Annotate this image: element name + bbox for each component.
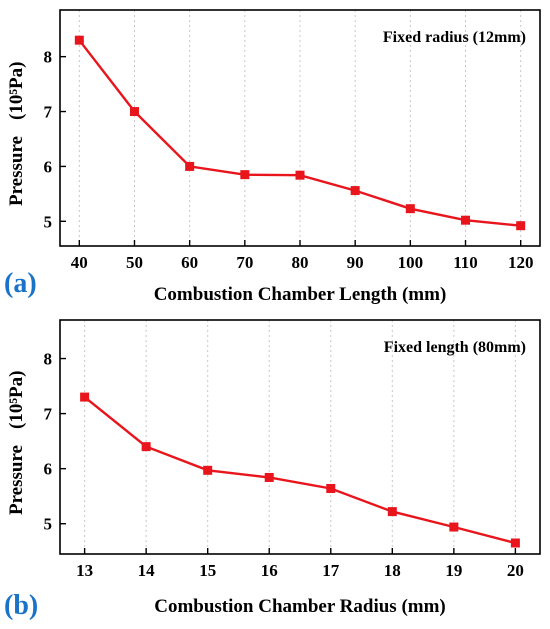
panel-b-label: (b) [4, 590, 38, 621]
panel-b-plot-frame [59, 319, 541, 555]
panel-a-y-axis-label: Pressure [6, 136, 27, 206]
panel-a-x-tick-label: 60 [181, 253, 198, 272]
panel-a-x-tick-label: 80 [292, 253, 309, 272]
panel-a-data-point [295, 170, 305, 180]
panel-a-data-point [240, 170, 250, 180]
panel-b-grid [84, 320, 516, 554]
panel-b: 13 14 15 16 17 18 19 20 5 6 7 8 Fixed length (80mm)… [4, 319, 541, 621]
panel-b-x-tick-label: 20 [507, 561, 524, 580]
panel-a-data-point [129, 107, 139, 117]
panel-b-y-tick-label: 8 [44, 350, 53, 369]
panel-a-y-tick-label: 7 [44, 103, 53, 122]
panel-a-data-point [74, 35, 84, 45]
panel-a-y-tick-label: 6 [44, 157, 53, 176]
panel-b-y-tick-label: 6 [44, 460, 53, 479]
panel-a-x-tick-label: 40 [71, 253, 88, 272]
panel-b-y-tick-label: 7 [44, 405, 53, 424]
panel-b-y-tick-label: 5 [44, 515, 53, 534]
panel-b-annotation: Fixed length (80mm) [384, 339, 526, 356]
panel-b-data-point [510, 538, 520, 548]
panel-b-x-tick-label: 16 [261, 561, 278, 580]
panel-a-y-tick-label: 5 [44, 212, 53, 231]
panel-a-x-axis-title: Combustion Chamber Length (mm) [154, 284, 447, 305]
panel-a-data-point [516, 221, 526, 231]
panel-b-y-axis-unit: (10⁵Pa) [6, 371, 27, 429]
panel-a-data-point [185, 161, 195, 171]
panel-a-annotation: Fixed radius (12mm) [383, 29, 526, 46]
panel-a-data-point [350, 186, 360, 196]
panel-b-x-axis-title: Combustion Chamber Radius (mm) [154, 596, 446, 617]
panel-b-data-point [80, 392, 90, 402]
panel-a-x-tick-label: 110 [453, 253, 478, 272]
panel-b-data-point [203, 465, 213, 475]
panel-a: 40 50 60 70 80 90 100 110 120 5 6 7 8 Fixed radius (… [4, 9, 541, 305]
panel-b-data-point [264, 472, 274, 482]
panel-b-data-point [141, 442, 151, 452]
panel-a-y-axis-title: Pressure (10⁵Pa) [6, 62, 27, 206]
panel-a-ticks: 40 50 60 70 80 90 100 110 120 5 6 7 8 [44, 48, 534, 272]
panel-a-series-line [78, 39, 521, 227]
panel-b-x-tick-label: 19 [445, 561, 462, 580]
panel-a-x-tick-label: 100 [398, 253, 424, 272]
panel-b-y-axis-title: Pressure (10⁵Pa) [6, 371, 27, 515]
panel-a-x-tick-label: 90 [347, 253, 364, 272]
panel-a-x-tick-label: 120 [508, 253, 534, 272]
panel-a-series [74, 35, 526, 231]
panel-b-x-tick-label: 14 [138, 561, 156, 580]
panel-a-x-tick-label: 50 [126, 253, 143, 272]
panel-b-data-point [387, 507, 397, 517]
panel-b-y-axis-label: Pressure [6, 445, 27, 515]
panel-a-y-tick-label: 8 [44, 48, 53, 67]
panel-b-series [80, 392, 520, 548]
panel-a-label: (a) [4, 268, 37, 299]
panel-a-data-point [461, 215, 471, 225]
panel-b-data-point [326, 483, 336, 493]
panel-a-data-point [405, 204, 415, 214]
panel-a-x-tick-label: 70 [236, 253, 253, 272]
panel-b-ticks: 13 14 15 16 17 18 19 20 5 6 7 8 [44, 350, 524, 580]
panel-a-y-axis-unit: (10⁵Pa) [6, 62, 27, 120]
panel-b-x-tick-label: 13 [76, 561, 93, 580]
panel-b-x-tick-label: 17 [322, 561, 340, 580]
panel-b-series-line [83, 396, 516, 545]
panel-b-data-point [449, 522, 459, 532]
panel-b-x-tick-label: 15 [199, 561, 216, 580]
panel-b-x-tick-label: 18 [384, 561, 401, 580]
